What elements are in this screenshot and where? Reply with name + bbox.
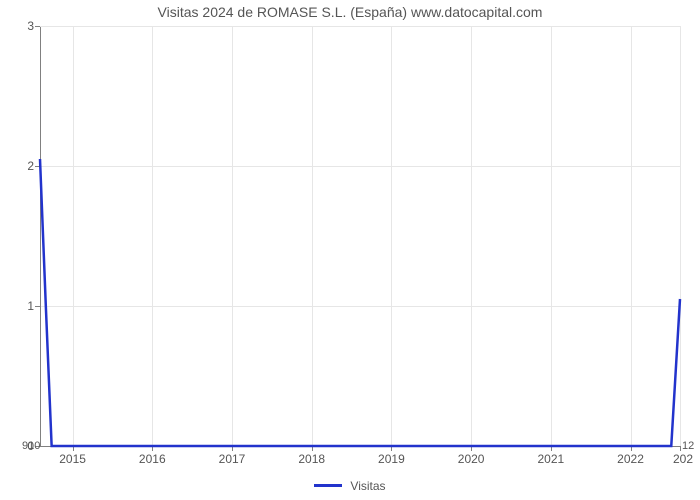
ytick-label: 2: [27, 159, 34, 173]
legend-label: Visitas: [350, 479, 385, 493]
xtick-label: 2016: [139, 452, 166, 466]
xtick-label: 2018: [298, 452, 325, 466]
ytick-label: 1: [27, 299, 34, 313]
edge-label-right: 12: [682, 440, 694, 452]
legend: Visitas: [0, 478, 700, 493]
edge-label-left: 910: [22, 440, 40, 452]
xtick-label: 2020: [458, 452, 485, 466]
legend-swatch: [314, 484, 342, 487]
plot-border-right: [680, 26, 681, 446]
xtick-label-clipped: 202: [673, 452, 693, 466]
line-series: [40, 26, 680, 446]
xtick-label: 2019: [378, 452, 405, 466]
chart-title: Visitas 2024 de ROMASE S.L. (España) www…: [0, 4, 700, 20]
xtick-label: 2015: [59, 452, 86, 466]
xtick-label: 2017: [219, 452, 246, 466]
xtick-mark: [680, 446, 681, 451]
ytick-label: 3: [27, 19, 34, 33]
xtick-label: 2022: [617, 452, 644, 466]
plot-area: 0123201520162017201820192020202120222029…: [40, 26, 680, 446]
chart-container: Visitas 2024 de ROMASE S.L. (España) www…: [0, 0, 700, 500]
xtick-label: 2021: [537, 452, 564, 466]
